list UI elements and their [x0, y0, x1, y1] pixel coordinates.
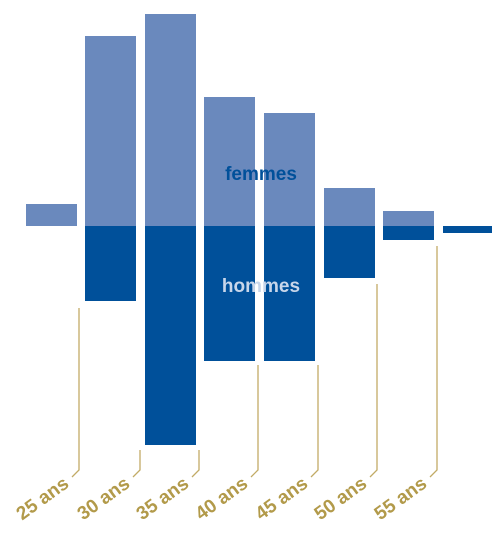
- femmes-bar: [26, 204, 77, 226]
- femmes-bars: [26, 14, 434, 226]
- leader-line: [429, 246, 438, 478]
- femmes-bar: [264, 113, 315, 226]
- femmes-bar: [145, 14, 196, 226]
- age-label: 25 ans: [13, 473, 73, 525]
- age-label: 30 ans: [74, 473, 134, 525]
- leader-line: [250, 365, 259, 478]
- hommes-bar: [443, 226, 492, 233]
- hommes-bar: [383, 226, 434, 240]
- leader-line: [310, 365, 319, 478]
- leader-line: [132, 450, 141, 478]
- femmes-bar: [383, 211, 434, 226]
- leader-lines: [71, 246, 438, 478]
- femmes-bar: [85, 36, 136, 226]
- hommes-bar: [324, 226, 375, 278]
- leader-line: [71, 308, 80, 478]
- femmes-series-label: femmes: [225, 164, 297, 185]
- hommes-bar: [145, 226, 196, 445]
- leader-line: [369, 284, 378, 478]
- femmes-bar: [324, 188, 375, 226]
- hommes-bar: [85, 226, 136, 301]
- hommes-bar: [204, 226, 255, 361]
- age-label: 55 ans: [371, 473, 431, 525]
- age-label: 40 ans: [192, 473, 252, 525]
- leader-line: [191, 450, 200, 478]
- hommes-bars: [85, 226, 492, 445]
- hommes-bar: [264, 226, 315, 361]
- age-label: 45 ans: [252, 473, 312, 525]
- age-label: 35 ans: [133, 473, 193, 525]
- age-label: 50 ans: [311, 473, 371, 525]
- femmes-bar: [204, 97, 255, 226]
- hommes-series-label: hommes: [222, 276, 300, 297]
